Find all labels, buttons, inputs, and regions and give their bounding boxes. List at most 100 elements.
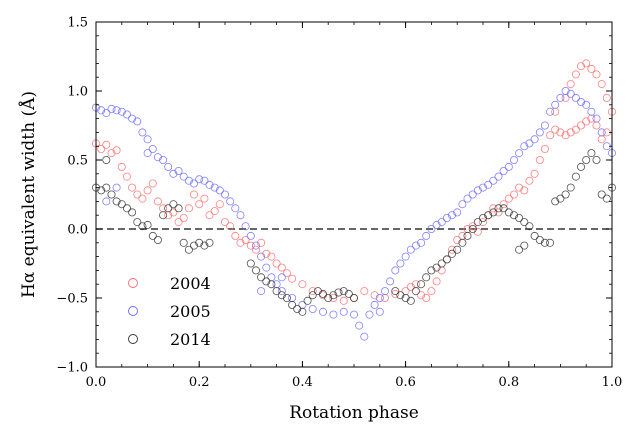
x-tick-label: 0.6 [395, 375, 416, 390]
data-point-2005-7 [128, 114, 137, 123]
data-point-2014-36 [313, 287, 322, 296]
y-tick-label: 0.5 [67, 154, 88, 169]
data-point-2014-42 [344, 289, 353, 298]
data-point-2004-17 [179, 213, 188, 222]
data-point-2005-84 [561, 87, 570, 96]
data-point-2004-9 [138, 194, 147, 203]
data-point-2005-52 [396, 259, 405, 268]
data-point-2004-31 [251, 245, 260, 254]
data-point-2014-25 [257, 273, 266, 282]
data-point-2004-49 [401, 287, 410, 296]
data-point-2005-16 [174, 166, 183, 175]
data-point-2014-3 [107, 190, 116, 199]
x-tick-label: 0.0 [86, 375, 107, 390]
data-point-2014-47 [406, 296, 415, 305]
y-tick-label: 0.0 [67, 223, 88, 238]
data-point-2004-12 [153, 197, 162, 206]
x-tick-label: 0.8 [498, 375, 519, 390]
data-point-2004-76 [540, 144, 549, 153]
data-point-2005-62 [447, 211, 456, 220]
data-point-2005-91 [597, 128, 606, 137]
data-point-2004-19 [189, 190, 198, 199]
data-point-2005-42 [339, 307, 348, 316]
data-point-2005-86 [571, 93, 580, 102]
data-point-2005-40 [318, 307, 327, 316]
y-axis-label: Hα equivalent width (Å) [18, 91, 39, 298]
data-point-2005-8 [133, 117, 142, 126]
data-point-2014-81 [571, 172, 580, 181]
data-point-2014-24 [251, 266, 260, 275]
data-point-2004-32 [257, 238, 266, 247]
data-point-2004-50 [406, 282, 415, 291]
data-point-2004-84 [582, 117, 591, 126]
data-point-2004-93 [577, 62, 586, 71]
data-point-2014-58 [463, 231, 472, 240]
data-point-2014-9 [138, 222, 147, 231]
data-point-2014-14 [164, 204, 173, 213]
data-point-2004-96 [592, 70, 601, 79]
data-point-2014-41 [339, 287, 348, 296]
data-point-2005-5 [117, 107, 126, 116]
data-point-2005-77 [525, 139, 534, 148]
data-point-2004-10 [143, 186, 152, 195]
data-point-2005-50 [386, 277, 395, 286]
data-point-2014-85 [592, 155, 601, 164]
data-point-2005-61 [442, 213, 451, 222]
data-point-2005-76 [520, 142, 529, 151]
data-point-2014-75 [520, 241, 529, 250]
data-point-2004-59 [453, 235, 462, 244]
legend-marker-2004 [128, 278, 138, 288]
data-point-2005-97 [257, 287, 266, 296]
data-point-2005-54 [406, 245, 415, 254]
data-point-2014-27 [267, 280, 276, 289]
data-point-2004-21 [200, 194, 209, 203]
data-point-2005-21 [200, 176, 209, 185]
data-point-2005-41 [329, 310, 338, 319]
plot-area [92, 59, 617, 341]
data-point-2005-1 [97, 106, 106, 115]
data-point-2014-20 [195, 238, 204, 247]
data-point-2005-78 [530, 135, 539, 144]
data-point-2004-48 [391, 289, 400, 298]
data-point-2014-23 [246, 259, 255, 268]
data-point-2014-37 [318, 289, 327, 298]
data-point-2005-13 [159, 155, 168, 164]
data-point-2014-19 [189, 241, 198, 250]
data-point-2004-25 [220, 218, 229, 227]
data-point-2014-29 [277, 291, 286, 300]
data-point-2014-87 [602, 194, 611, 203]
data-point-2014-72 [535, 235, 544, 244]
data-point-2014-80 [566, 183, 575, 192]
data-point-2014-6 [123, 204, 132, 213]
data-point-2004-11 [148, 179, 157, 188]
data-point-2014-2 [102, 183, 111, 192]
data-point-2005-79 [535, 128, 544, 137]
data-point-2005-70 [489, 176, 498, 185]
data-point-2004-8 [133, 190, 142, 199]
data-point-2005-81 [546, 107, 555, 116]
legend-label-2014: 2014 [170, 330, 211, 349]
data-point-2014-61 [478, 213, 487, 222]
data-point-2004-87 [597, 135, 606, 144]
data-point-2014-79 [561, 190, 570, 199]
axes: 0.0 0.2 0.4 0.6 0.8 1.0 −1.0 −0.5 0.0 0.5 1.0 1.5 Ro… [18, 16, 622, 424]
data-point-2014-66 [504, 208, 513, 217]
data-point-2005-17 [179, 172, 188, 181]
data-point-2005-98 [277, 273, 286, 282]
data-point-2014-46 [401, 293, 410, 302]
series-2014 [92, 149, 617, 316]
data-point-2014-64 [494, 204, 503, 213]
data-point-2014-65 [499, 204, 508, 213]
data-point-2004-37 [282, 269, 291, 278]
data-point-2005-14 [164, 162, 173, 171]
legend-label-2005: 2005 [170, 302, 211, 321]
data-point-2005-49 [380, 287, 389, 296]
data-point-2005-30 [246, 231, 255, 240]
data-point-2005-47 [370, 300, 379, 309]
data-point-2004-46 [370, 291, 379, 300]
data-point-2014-33 [298, 307, 307, 316]
data-point-2004-70 [509, 190, 518, 199]
data-point-2004-30 [246, 241, 255, 250]
data-point-2005-85 [566, 89, 575, 98]
data-point-2004-6 [123, 172, 132, 181]
